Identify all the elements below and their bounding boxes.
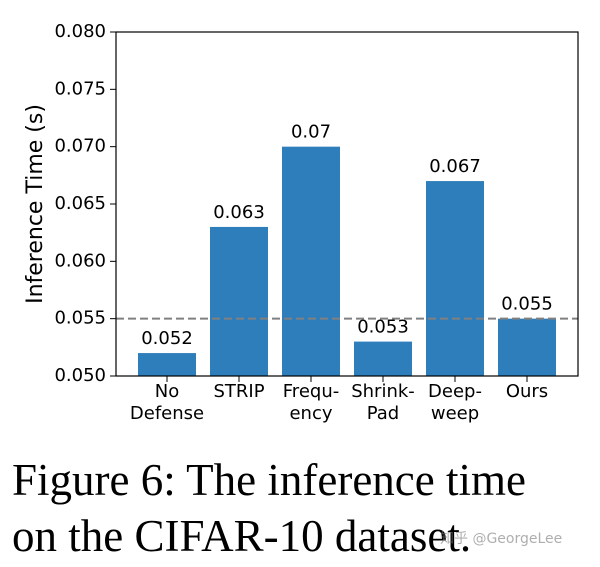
x-tick-label: Ours: [505, 381, 549, 402]
value-label: 0.052: [141, 328, 193, 349]
y-tick-label: 0.070: [54, 136, 106, 157]
x-tick-label: Deep- weep: [428, 381, 482, 424]
y-tick-label: 0.060: [54, 250, 106, 271]
bar: [498, 318, 556, 376]
y-tick-label: 0.065: [54, 193, 106, 214]
y-axis-label: Inference Time (s): [23, 104, 48, 304]
plot-frame: [115, 31, 579, 377]
bar: [210, 226, 268, 376]
value-label: 0.053: [357, 317, 409, 338]
watermark: 知乎 @GeorgeLee: [440, 531, 563, 547]
x-tick-label: Shrink- Pad: [351, 381, 415, 424]
x-tick-label: No Defense: [129, 381, 205, 424]
y-tick-label: 0.055: [54, 308, 106, 329]
bar: [282, 146, 340, 376]
y-tick-label: 0.050: [54, 365, 106, 386]
x-tick-label: STRIP: [213, 381, 265, 402]
bar: [426, 181, 484, 376]
y-tick-label: 0.075: [54, 78, 106, 99]
y-tick-label: 0.080: [54, 21, 106, 42]
bar: [354, 341, 412, 376]
caption: Figure 6: The inference time on the CIFA…: [12, 455, 526, 561]
value-label: 0.067: [429, 156, 481, 177]
value-label: 0.07: [291, 122, 331, 143]
value-label: 0.055: [501, 294, 553, 315]
value-label: 0.063: [213, 202, 265, 223]
x-tick-label: Frequ- ency: [282, 381, 340, 424]
bar: [138, 353, 196, 376]
